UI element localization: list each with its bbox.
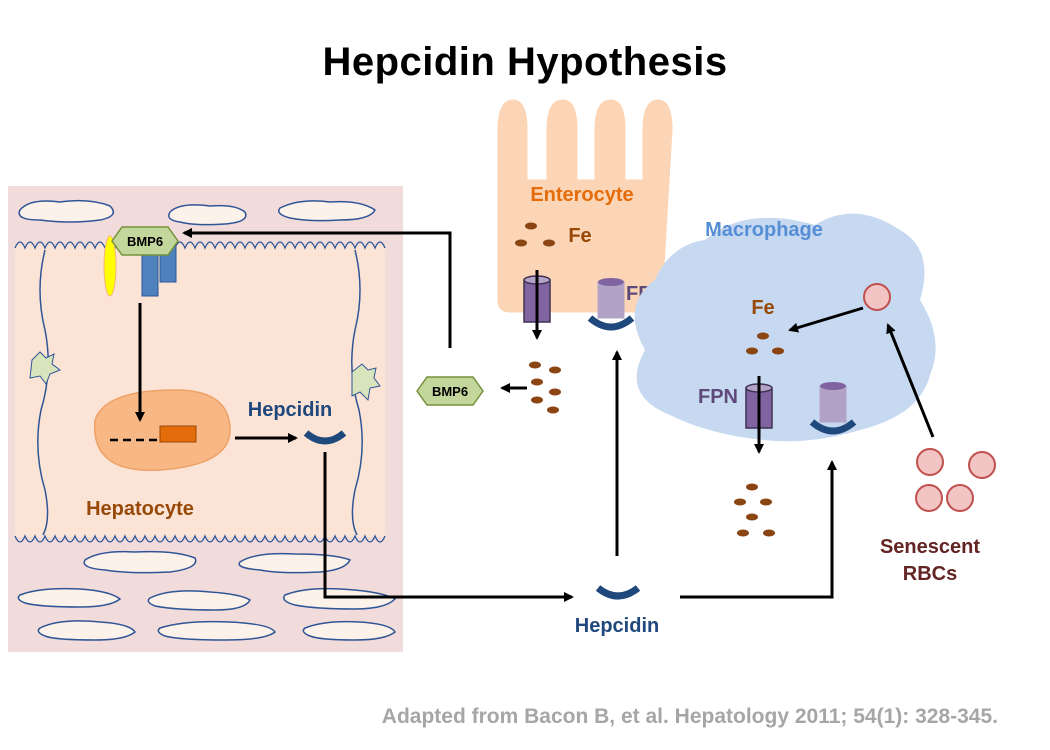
engulfed-rbc bbox=[863, 283, 891, 311]
bile-canaliculus-right bbox=[351, 363, 381, 402]
enterocyte-label: Enterocyte bbox=[530, 184, 633, 206]
rbc-1 bbox=[916, 448, 944, 476]
microvilli-top bbox=[14, 241, 386, 250]
fpn-hepcidin-bound-channel bbox=[597, 281, 625, 319]
arrow-hepcidin-to-macrophage-fpn bbox=[680, 460, 837, 599]
enterocyte: Enterocyte Fe FPN bbox=[497, 99, 673, 414]
bmp6-released-hexagon bbox=[416, 376, 484, 406]
rbc-3 bbox=[915, 484, 943, 512]
hepatocyte-cell-area bbox=[15, 245, 385, 537]
rbc-4 bbox=[946, 484, 974, 512]
senescent-label: Senescent bbox=[880, 536, 980, 558]
arrow-bmp6-to-receptor bbox=[182, 228, 452, 348]
hepcidin-blood-label: Hepcidin bbox=[575, 615, 659, 637]
hepcidin-liver-label: Hepcidin bbox=[248, 399, 332, 421]
arrow-rbc-to-fe bbox=[788, 306, 864, 333]
bmp6-bound-hexagon bbox=[111, 226, 179, 256]
senescent-rbcs: Senescent RBCs bbox=[880, 448, 996, 585]
hepcidin-gene-box bbox=[159, 425, 197, 443]
citation: Adapted from Bacon B, et al. Hepatology … bbox=[381, 705, 998, 728]
fpn-macrophage-bound-top bbox=[820, 382, 846, 390]
hepatocyte-label: Hepatocyte bbox=[86, 498, 194, 520]
macrophage-fe-label: Fe bbox=[751, 297, 774, 319]
cell-border-left bbox=[37, 249, 49, 536]
macrophage-body bbox=[634, 213, 936, 442]
enterocyte-iron-dots bbox=[515, 222, 555, 247]
enterocyte-fe-label: Fe bbox=[568, 225, 591, 247]
fpn-macrophage-label: FPN bbox=[698, 386, 738, 408]
macrophage-label: Macrophage bbox=[705, 219, 823, 241]
rbc-2 bbox=[968, 451, 996, 479]
hepcidin-bound-macrophage bbox=[809, 419, 857, 435]
bmp6-released-label: BMP6 bbox=[432, 384, 468, 399]
fpn-hepcidin-bound-top bbox=[598, 278, 624, 286]
exported-iron-dots bbox=[529, 361, 561, 414]
pathway-arrows bbox=[135, 228, 935, 602]
liver-panel: BMP6 Hepcidin Hepatocyte bbox=[8, 186, 403, 652]
hemojuvelin-coreceptor bbox=[103, 235, 117, 297]
sinusoid-cells-top bbox=[17, 199, 397, 641]
macrophage-exported-iron bbox=[734, 483, 775, 537]
bmp6-bound-label: BMP6 bbox=[127, 234, 163, 249]
rbcs-label: RBCs bbox=[903, 563, 957, 585]
hepcidin-blood-shape bbox=[595, 585, 641, 600]
page-title: Hepcidin Hypothesis bbox=[322, 40, 728, 84]
bile-canaliculus-left bbox=[29, 351, 62, 386]
hepcidin-bound-enterocyte bbox=[587, 315, 635, 331]
cell-border-right bbox=[351, 249, 363, 536]
macrophage-iron-dots bbox=[746, 332, 784, 355]
fpn-macrophage-bound-channel bbox=[819, 385, 847, 423]
macrophage: Macrophage Fe FPN bbox=[634, 213, 936, 454]
hepcidin-liver-shape bbox=[303, 430, 347, 445]
arrow-hepcidin-to-blood bbox=[323, 452, 574, 602]
arrow-senescent-to-macrophage bbox=[886, 323, 935, 438]
